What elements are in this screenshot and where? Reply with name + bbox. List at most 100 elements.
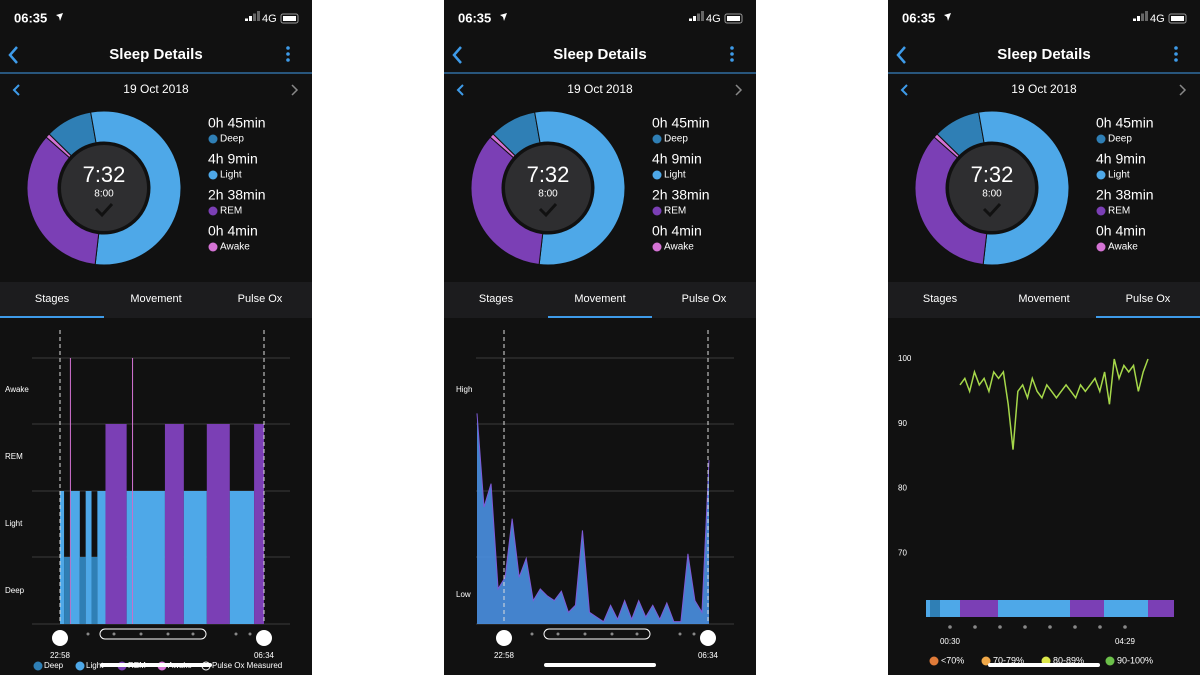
- screen-title: Sleep Details: [553, 46, 646, 63]
- next-day[interactable]: [735, 84, 743, 96]
- next-day[interactable]: [1179, 84, 1187, 96]
- pulse-ox-line: [959, 358, 1149, 450]
- y-tick-label: 90: [898, 419, 907, 428]
- pager-dot: [1073, 625, 1077, 629]
- menu-dot: [730, 58, 734, 62]
- stage-label: Deep: [220, 134, 244, 145]
- tab[interactable]: Pulse Ox: [682, 293, 727, 305]
- battery-level: [727, 16, 740, 21]
- stage-dot: [208, 170, 218, 180]
- back-button[interactable]: [452, 46, 462, 64]
- stage-duration: 0h 45min: [652, 115, 710, 131]
- x-axis-label: 04:29: [1115, 637, 1136, 646]
- tab[interactable]: Pulse Ox: [1126, 293, 1171, 305]
- stage-label: Awake: [664, 242, 694, 253]
- legend-label: Pulse Ox Measured: [212, 661, 282, 670]
- stage-block: [79, 557, 86, 624]
- signal-bar: [701, 11, 704, 21]
- menu-dot: [730, 46, 734, 50]
- back-button[interactable]: [896, 46, 906, 64]
- stage-label: Awake: [220, 242, 250, 253]
- movement-area: [477, 413, 709, 624]
- stage-block: [64, 557, 70, 624]
- stage-dot: [652, 134, 662, 144]
- y-axis-label: Deep: [5, 586, 25, 595]
- y-axis-label: Light: [5, 519, 23, 528]
- home-indicator: [100, 663, 212, 667]
- legend-dot: [33, 661, 43, 671]
- stage-block: [132, 491, 165, 624]
- goal-check: [538, 202, 558, 218]
- stage-dot: [1096, 242, 1106, 252]
- next-day[interactable]: [291, 84, 299, 96]
- prev-day[interactable]: [456, 84, 464, 96]
- stage-strip: [1070, 600, 1104, 617]
- stage-dot: [1096, 206, 1106, 216]
- stage-label: Deep: [1108, 134, 1132, 145]
- tab[interactable]: Movement: [574, 293, 625, 305]
- tab[interactable]: Stages: [923, 293, 958, 305]
- donut-segment: [26, 136, 100, 266]
- tab[interactable]: Movement: [1018, 293, 1069, 305]
- stage-strip: [926, 600, 930, 617]
- tab[interactable]: Movement: [130, 293, 181, 305]
- stage-dot: [652, 242, 662, 252]
- prev-day[interactable]: [900, 84, 908, 96]
- pager-dot: [86, 632, 90, 636]
- stage-label: Awake: [1108, 242, 1138, 253]
- date: 19 Oct 2018: [1011, 82, 1077, 96]
- stage-block: [105, 424, 127, 624]
- signal-bar: [1133, 18, 1136, 21]
- total-sleep: 7:32: [971, 162, 1014, 187]
- network-type: 4G: [1150, 13, 1165, 25]
- pager-dot: [1123, 625, 1127, 629]
- pager-highlight: [99, 628, 207, 640]
- tab-bar: [888, 282, 1200, 318]
- stage-block: [164, 424, 184, 624]
- stage-label: Light: [220, 170, 242, 181]
- prev-day[interactable]: [12, 84, 20, 96]
- y-tick-label: 80: [898, 484, 907, 493]
- stage-dot: [1096, 170, 1106, 180]
- wake-icon: [256, 630, 272, 646]
- start-time: 22:58: [494, 651, 515, 660]
- menu-dot: [1174, 58, 1178, 62]
- signal-bar: [1141, 13, 1144, 21]
- signal-bar: [249, 16, 252, 21]
- start-time: 22:58: [50, 651, 71, 660]
- status-time: 06:35: [14, 10, 47, 25]
- tab[interactable]: Pulse Ox: [238, 293, 283, 305]
- stage-block: [91, 557, 98, 624]
- back-button[interactable]: [8, 46, 18, 64]
- menu-dot: [286, 46, 290, 50]
- donut-segment: [90, 110, 182, 266]
- pager-dot: [139, 632, 143, 636]
- signal-bar: [1145, 11, 1148, 21]
- stage-duration: 0h 45min: [1096, 115, 1154, 131]
- stage-block: [132, 358, 134, 624]
- tab[interactable]: Stages: [479, 293, 514, 305]
- pager-dot: [678, 632, 682, 636]
- stage-duration: 0h 4min: [652, 223, 702, 239]
- stage-block: [183, 491, 207, 624]
- stage-strip: [998, 600, 1070, 617]
- stage-block: [126, 491, 133, 624]
- tab[interactable]: Stages: [35, 293, 70, 305]
- phone-screen: 06:35 4G Sleep Details 19 Oct 2018 7:32 8:00 0…: [444, 0, 756, 675]
- pager-dot: [610, 632, 614, 636]
- y-tick-label: 70: [898, 548, 907, 557]
- legend-label: 70-79%: [993, 655, 1024, 665]
- stage-duration: 2h 38min: [208, 187, 266, 203]
- signal-bar: [697, 13, 700, 21]
- stage-block: [70, 491, 80, 624]
- pager-dot: [234, 632, 238, 636]
- legend-label: Light: [86, 661, 104, 670]
- home-indicator: [988, 663, 1100, 667]
- battery-level: [1171, 16, 1184, 21]
- stage-dot: [208, 242, 218, 252]
- screen-background: [888, 0, 1200, 675]
- y-axis-label: REM: [5, 452, 23, 461]
- stage-block: [69, 358, 71, 624]
- date: 19 Oct 2018: [567, 82, 633, 96]
